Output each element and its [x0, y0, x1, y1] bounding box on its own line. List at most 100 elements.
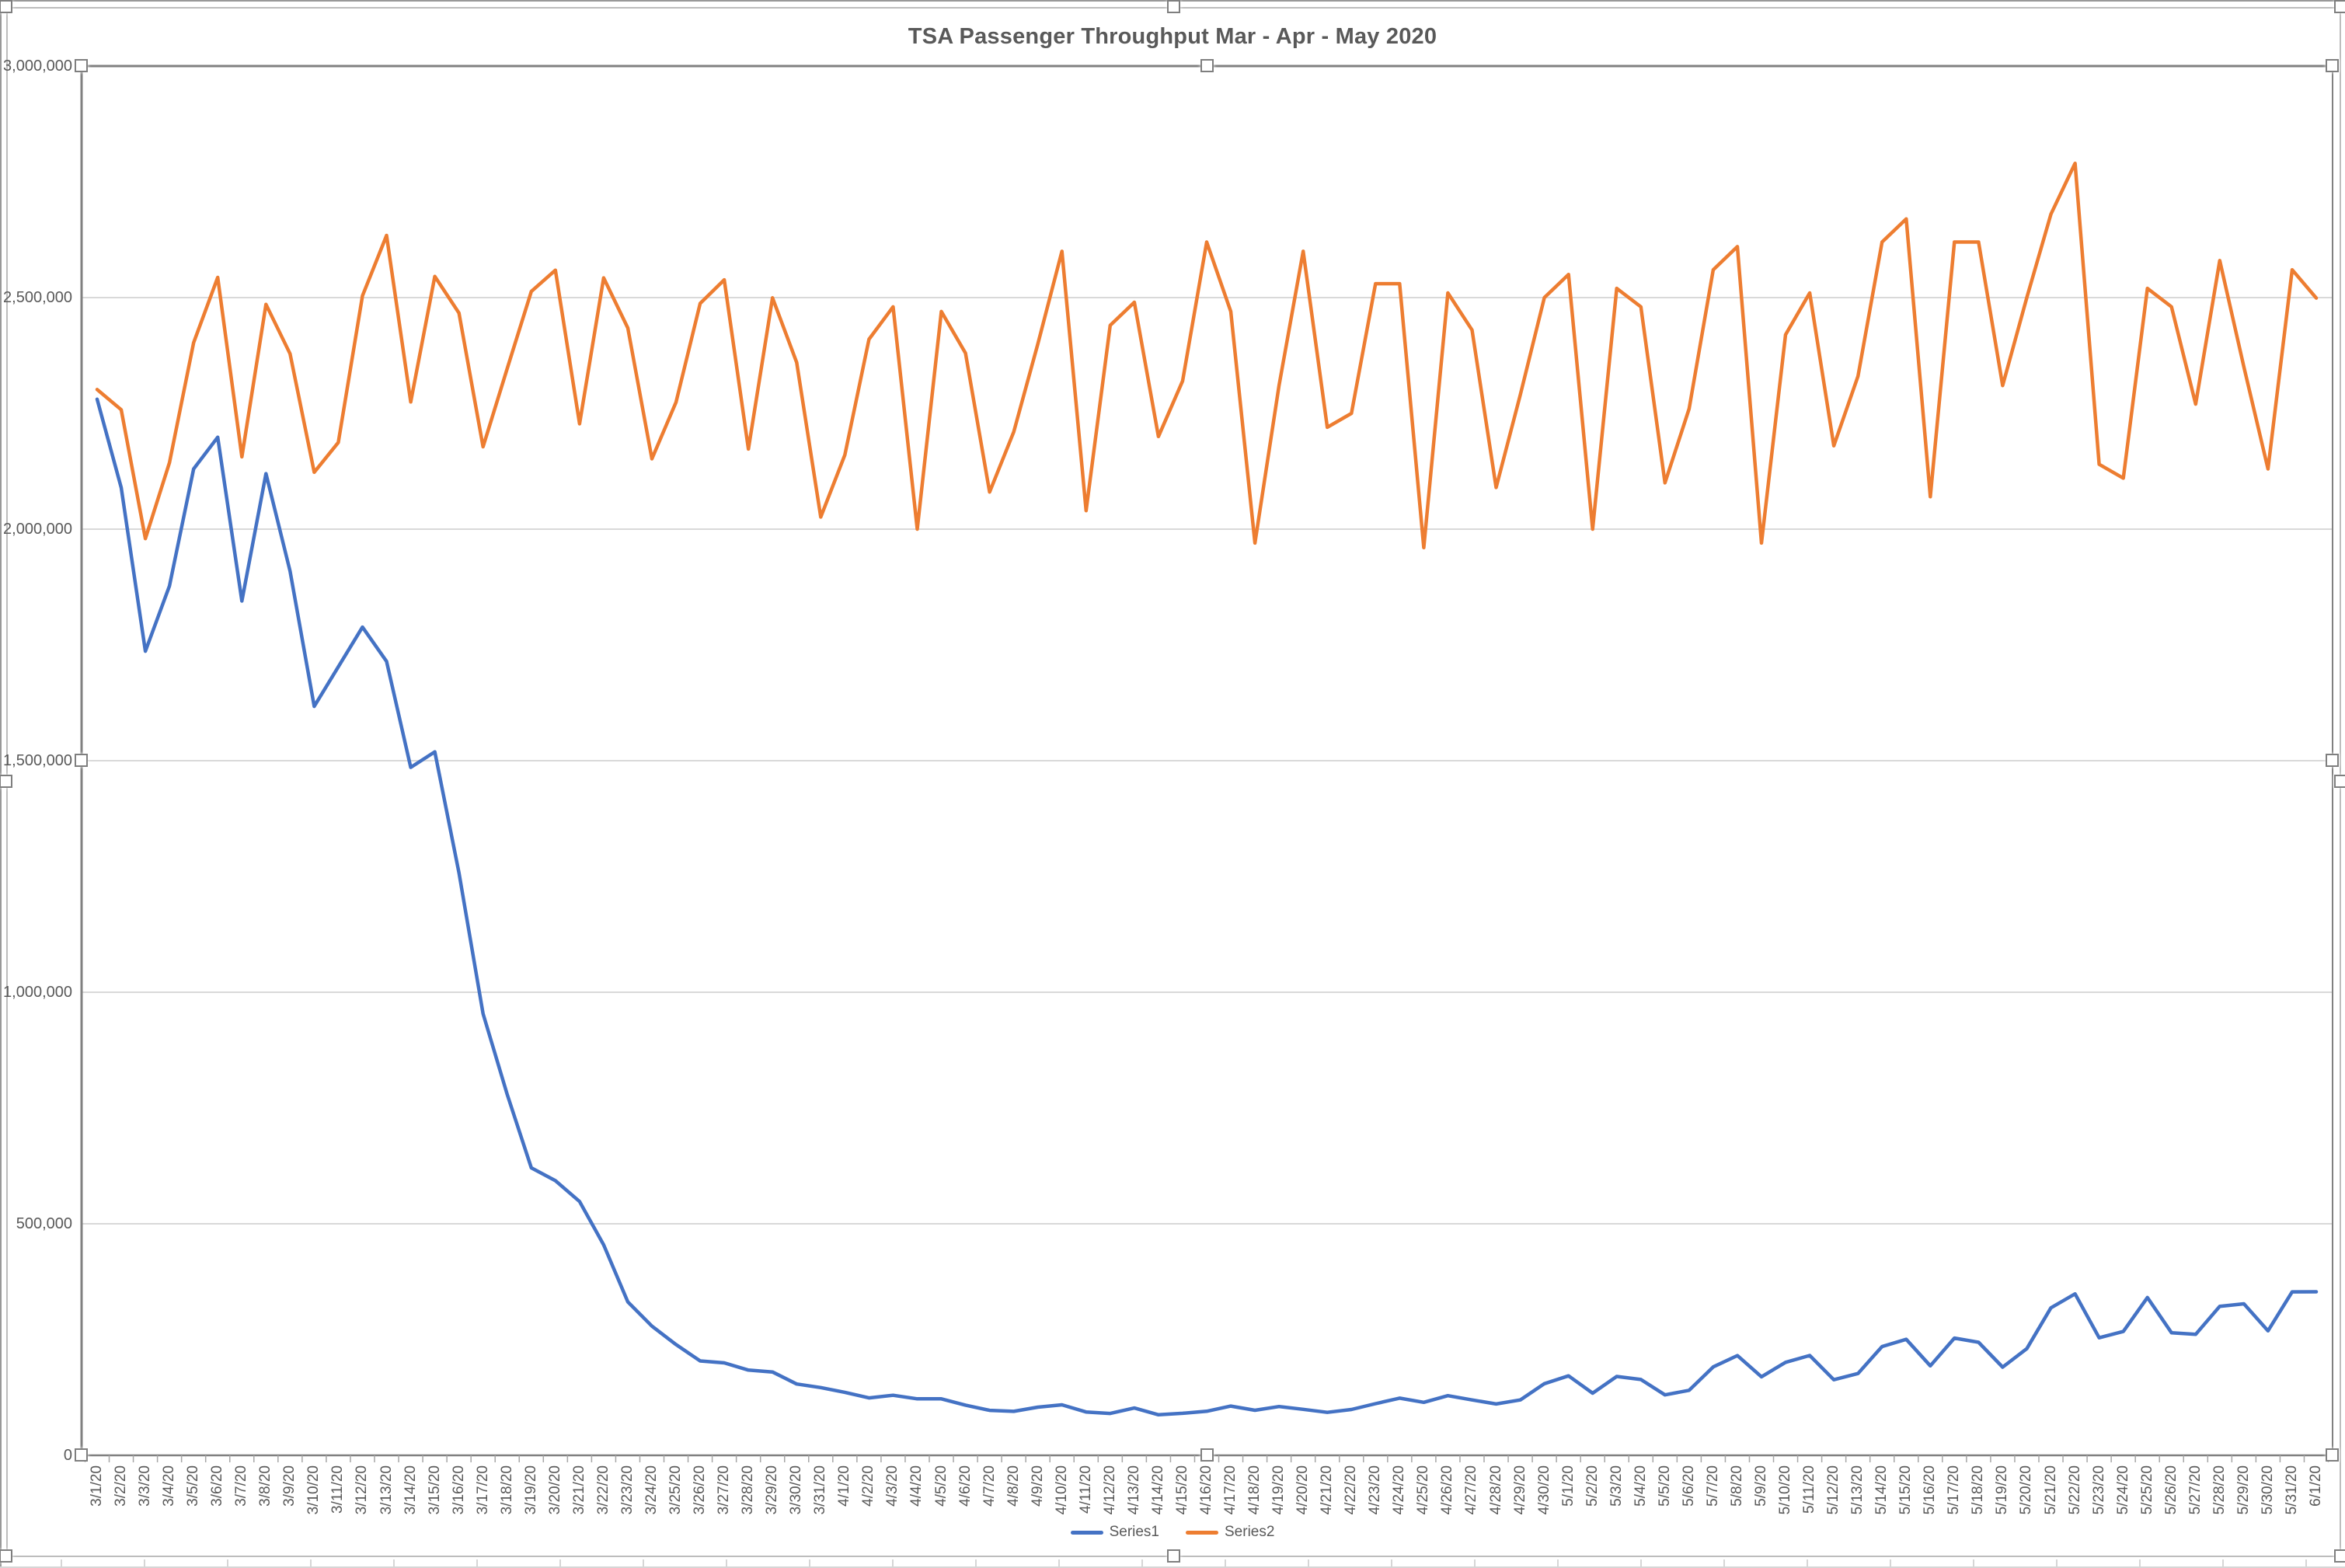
x-axis-label: 4/7/20 — [981, 1465, 998, 1507]
x-axis-label: 5/12/20 — [1825, 1465, 1842, 1515]
y-axis-label: 3,000,000 — [3, 57, 72, 75]
x-axis-label: 5/31/20 — [2283, 1465, 2300, 1515]
selection-handle[interactable] — [75, 1448, 88, 1462]
selection-handle[interactable] — [1200, 59, 1214, 72]
x-axis-label: 5/25/20 — [2138, 1465, 2155, 1515]
sheet-bottom-gridline — [0, 1566, 2345, 1568]
series2-line[interactable] — [95, 161, 2319, 550]
x-axis-label: 3/20/20 — [546, 1465, 563, 1515]
legend[interactable]: Series1 Series2 — [0, 1524, 2345, 1541]
x-axis-label: 3/25/20 — [667, 1465, 685, 1515]
x-axis-label: 4/19/20 — [1270, 1465, 1287, 1515]
x-axis-label: 5/30/20 — [2259, 1465, 2276, 1515]
x-axis-label: 5/18/20 — [1970, 1465, 1987, 1515]
x-axis-label: 5/29/20 — [2235, 1465, 2252, 1515]
y-axis-label: 500,000 — [16, 1215, 72, 1232]
x-axis-label: 5/14/20 — [1873, 1465, 1890, 1515]
x-axis-label: 3/30/20 — [788, 1465, 805, 1515]
selection-handle[interactable] — [0, 0, 12, 13]
x-axis-label: 3/13/20 — [378, 1465, 395, 1515]
x-axis-label: 5/3/20 — [1608, 1465, 1625, 1507]
x-axis-label: 3/8/20 — [257, 1465, 274, 1507]
x-axis-label: 4/8/20 — [1005, 1465, 1022, 1507]
x-axis-label: 3/11/20 — [329, 1465, 347, 1514]
x-axis-label: 5/10/20 — [1777, 1465, 1794, 1515]
selection-handle[interactable] — [1166, 1549, 1180, 1563]
selection-handle[interactable] — [0, 775, 12, 788]
x-axis-label: 5/28/20 — [2211, 1465, 2228, 1515]
selection-handle[interactable] — [1200, 1448, 1214, 1462]
x-axis-label: 5/16/20 — [1922, 1465, 1939, 1515]
x-axis-label: 3/4/20 — [161, 1465, 178, 1507]
selection-handle[interactable] — [2326, 754, 2339, 767]
x-axis-label: 3/9/20 — [281, 1465, 298, 1507]
x-axis-label: 3/19/20 — [522, 1465, 539, 1515]
x-axis-label: 5/2/20 — [1584, 1465, 1601, 1507]
selection-handle[interactable] — [1166, 0, 1180, 13]
x-axis-label: 4/18/20 — [1246, 1465, 1263, 1515]
selection-handle[interactable] — [0, 1549, 12, 1563]
x-axis-label: 4/16/20 — [1198, 1465, 1214, 1515]
x-axis-label: 4/14/20 — [1149, 1465, 1166, 1515]
x-axis-label: 4/13/20 — [1125, 1465, 1142, 1515]
x-axis-label: 5/23/20 — [2090, 1465, 2107, 1515]
x-axis-label: 4/25/20 — [1415, 1465, 1432, 1515]
x-axis-label: 4/30/20 — [1535, 1465, 1552, 1515]
y-axis-label: 1,000,000 — [3, 984, 72, 1001]
x-axis-label: 4/10/20 — [1053, 1465, 1070, 1515]
x-axis-label: 5/13/20 — [1849, 1465, 1866, 1515]
selection-handle[interactable] — [2326, 1448, 2339, 1462]
x-axis-label: 5/19/20 — [1994, 1465, 2011, 1515]
x-axis-label: 3/26/20 — [692, 1465, 709, 1515]
x-axis-label: 4/17/20 — [1222, 1465, 1239, 1515]
x-axis-label: 3/12/20 — [354, 1465, 371, 1515]
selection-handle[interactable] — [2334, 775, 2345, 788]
x-axis-label: 4/28/20 — [1487, 1465, 1504, 1515]
y-axis-label: 1,500,000 — [3, 752, 72, 769]
x-axis-label: 3/24/20 — [643, 1465, 660, 1515]
x-axis-label: 4/20/20 — [1294, 1465, 1312, 1515]
x-axis-label: 3/3/20 — [137, 1465, 154, 1507]
x-axis-label: 5/5/20 — [1656, 1465, 1673, 1507]
legend-label-series2: Series2 — [1225, 1524, 1275, 1540]
x-axis-label: 3/5/20 — [185, 1465, 202, 1507]
x-axis-label: 5/8/20 — [1728, 1465, 1745, 1507]
legend-item-series1[interactable]: Series1 — [1070, 1524, 1159, 1541]
x-axis-label: 3/7/20 — [233, 1465, 250, 1507]
x-axis-label: 4/1/20 — [836, 1465, 853, 1507]
legend-item-series2[interactable]: Series2 — [1186, 1524, 1274, 1541]
selection-handle[interactable] — [75, 59, 88, 72]
x-axis-label: 3/10/20 — [305, 1465, 322, 1515]
series1-line[interactable] — [95, 397, 2319, 1417]
chart-title[interactable]: TSA Passenger Throughput Mar - Apr - May… — [908, 24, 1437, 49]
y-axis-label: 0 — [63, 1447, 72, 1464]
x-axis-label: 3/2/20 — [113, 1465, 130, 1507]
x-axis-label: 6/1/20 — [2308, 1465, 2324, 1507]
x-axis-label: 4/22/20 — [1343, 1465, 1360, 1515]
series2-swatch — [1186, 1530, 1218, 1535]
x-axis-label: 3/27/20 — [716, 1465, 733, 1515]
selection-handle[interactable] — [2326, 59, 2339, 72]
x-axis-label: 5/7/20 — [1704, 1465, 1721, 1507]
x-axis-label: 3/1/20 — [89, 1465, 105, 1507]
x-axis-label: 5/4/20 — [1632, 1465, 1649, 1507]
x-axis-label: 3/6/20 — [209, 1465, 226, 1507]
x-axis-label: 4/2/20 — [860, 1465, 877, 1507]
x-axis-label: 4/5/20 — [932, 1465, 949, 1507]
x-axis-label: 3/23/20 — [618, 1465, 636, 1515]
x-axis-label: 3/31/20 — [812, 1465, 829, 1515]
x-axis-label: 5/15/20 — [1897, 1465, 1915, 1515]
x-axis-label: 4/4/20 — [908, 1465, 925, 1507]
y-axis-label: 2,500,000 — [3, 289, 72, 306]
y-axis-label: 2,000,000 — [3, 521, 72, 538]
x-axis-label: 3/16/20 — [450, 1465, 467, 1515]
x-axis-label: 4/23/20 — [1367, 1465, 1384, 1515]
selection-handle[interactable] — [2334, 1549, 2345, 1563]
x-axis-label: 4/21/20 — [1319, 1465, 1336, 1515]
series1-swatch — [1070, 1530, 1103, 1535]
x-axis-label: 5/21/20 — [2042, 1465, 2059, 1515]
selection-handle[interactable] — [2334, 0, 2345, 13]
x-axis-label: 4/24/20 — [1391, 1465, 1408, 1515]
selection-handle[interactable] — [75, 754, 88, 767]
